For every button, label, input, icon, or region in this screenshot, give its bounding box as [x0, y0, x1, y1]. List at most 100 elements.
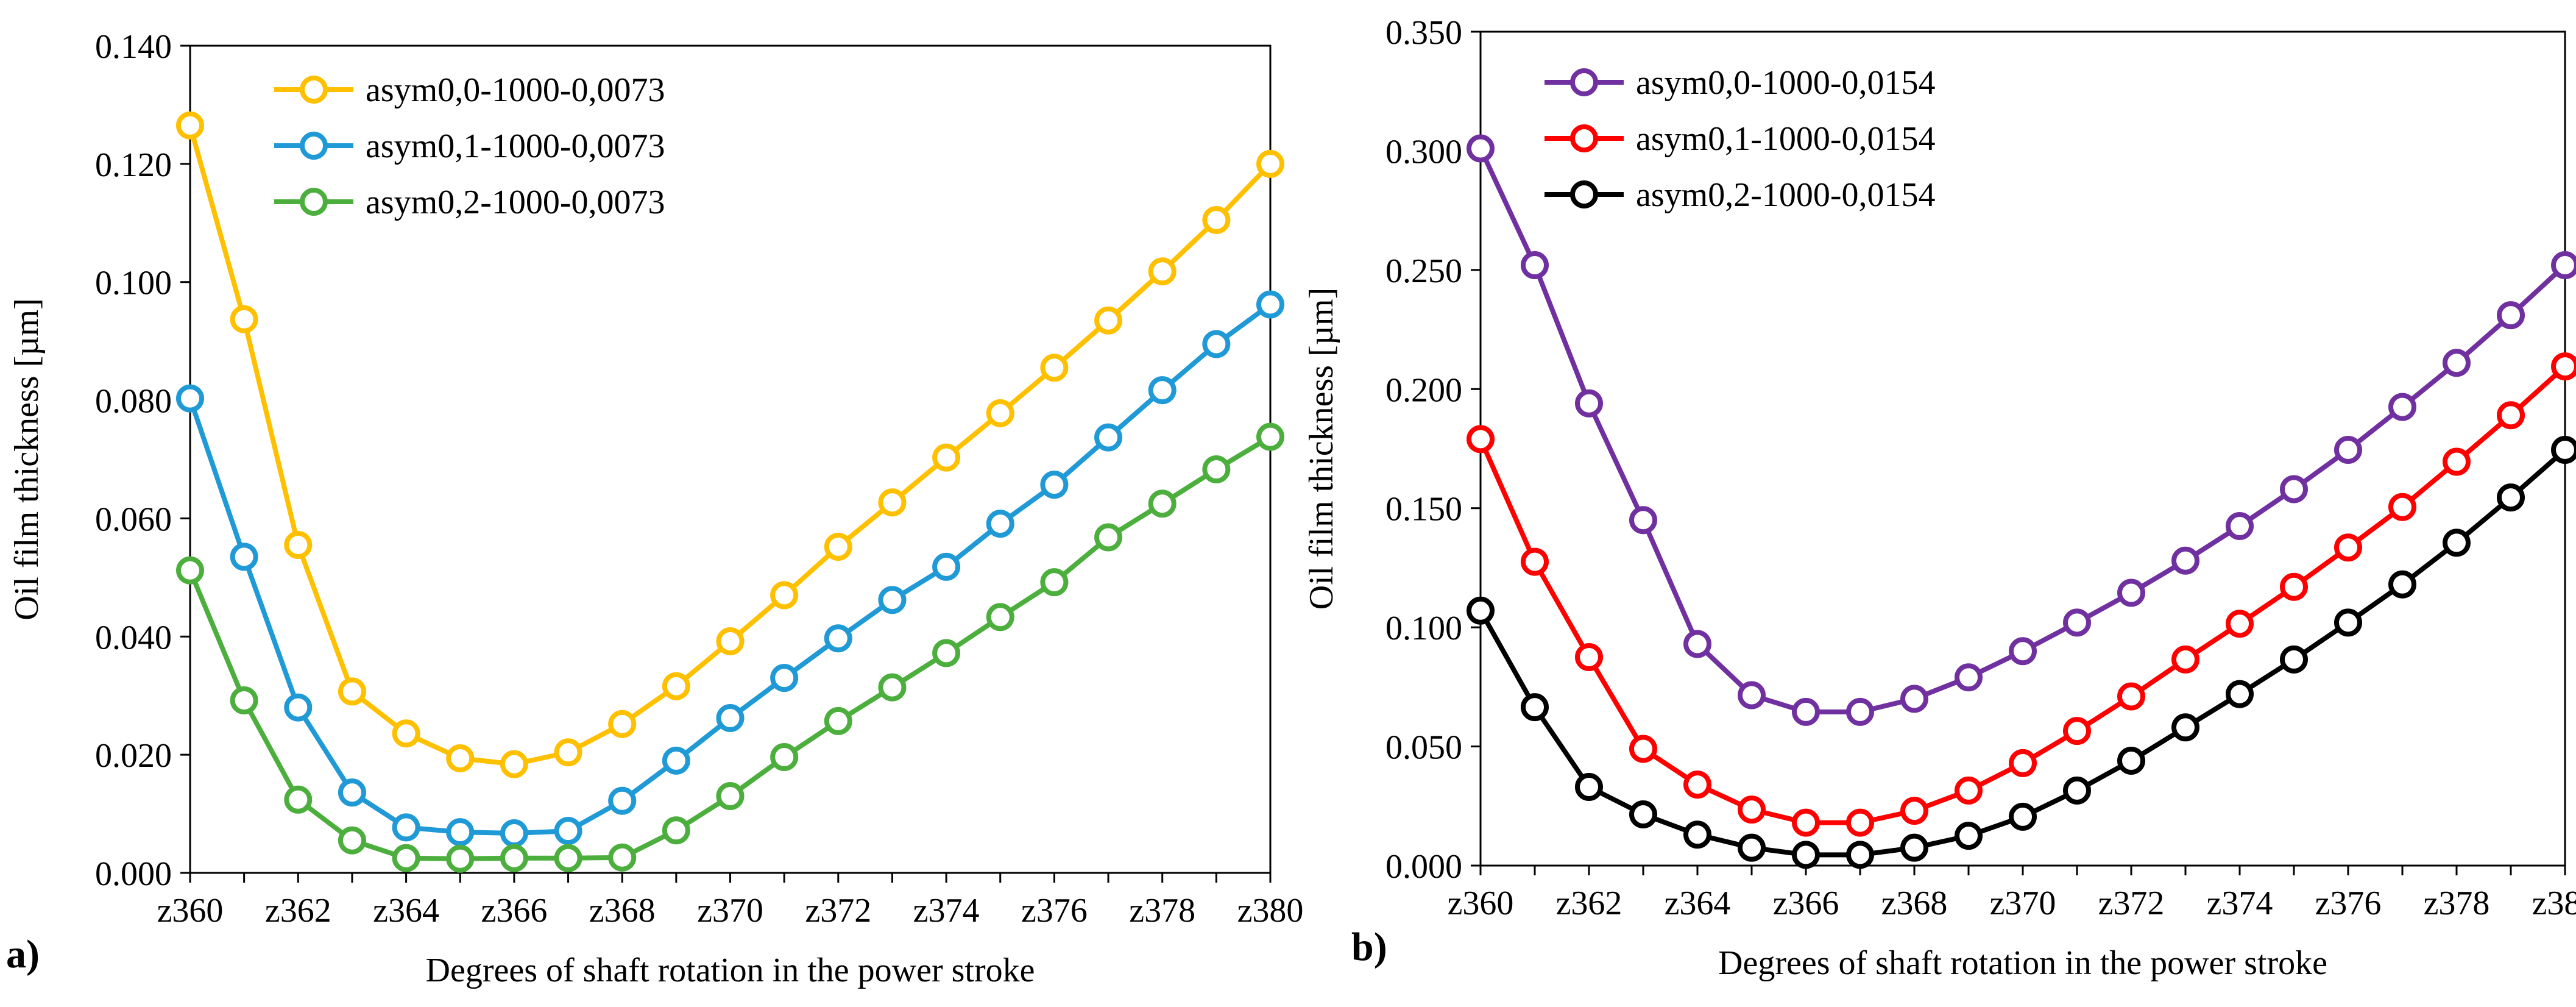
data-point-series-3 [878, 673, 907, 702]
data-point-series-3 [2388, 570, 2416, 599]
y-tick-label: 0.080 [95, 383, 172, 421]
data-point-series-3 [2280, 645, 2308, 674]
data-point-series-1 [176, 111, 204, 140]
x-tick-label: z366 [481, 892, 547, 930]
data-point-series-1 [1521, 251, 1549, 280]
data-point-series-2 [932, 552, 961, 581]
data-point-series-2 [2280, 572, 2308, 601]
y-tick-label: 0.140 [95, 28, 172, 66]
data-point-series-1 [1792, 697, 1820, 726]
data-point-series-3 [716, 781, 745, 810]
data-point-series-3 [1202, 455, 1231, 483]
legend-label: asym0,1-1000-0,0073 [366, 127, 665, 165]
data-point-series-2 [770, 664, 799, 692]
data-point-series-1 [1846, 697, 1874, 726]
x-tick-label: z366 [1773, 884, 1839, 922]
y-tick-label: 0.350 [1385, 14, 1462, 52]
data-point-series-1 [986, 399, 1014, 427]
data-point-series-2 [284, 693, 313, 722]
data-point-series-3 [1900, 833, 1928, 862]
legend-label: asym0,0-1000-0,0073 [366, 71, 665, 109]
legend-label: asym0,1-1000-0,0154 [1636, 120, 1936, 158]
data-point-series-1 [338, 677, 366, 706]
data-point-series-2 [554, 817, 582, 845]
data-point-series-3 [554, 844, 582, 872]
x-tick-label: z368 [589, 892, 656, 930]
data-point-series-3 [2117, 747, 2145, 775]
legend-marker [1570, 68, 1598, 96]
data-point-series-2 [2551, 352, 2576, 381]
x-tick-label: z370 [697, 892, 763, 930]
data-point-series-1 [1955, 663, 1983, 692]
data-point-series-3 [2226, 680, 2254, 708]
y-tick-label: 0.300 [1385, 133, 1462, 171]
x-axis-title: Degrees of shaft rotation in the power s… [426, 952, 1035, 989]
data-point-series-2 [1792, 808, 1820, 837]
y-tick-label: 0.120 [95, 146, 172, 184]
data-point-series-1 [392, 719, 420, 748]
data-point-series-1 [1202, 205, 1231, 234]
data-point-series-2 [716, 704, 745, 733]
plot-frame [189, 44, 1272, 874]
data-point-series-1 [2443, 349, 2471, 377]
data-point-series-2 [1094, 423, 1123, 452]
data-point-series-1 [770, 581, 799, 610]
data-point-series-1 [1094, 306, 1123, 335]
data-point-series-3 [1792, 841, 1820, 869]
series-line-2 [188, 302, 1272, 836]
data-point-series-3 [1575, 773, 1603, 802]
legend-marker [1570, 124, 1598, 152]
y-axis-title: Oil film thickness [µm] [1303, 288, 1340, 610]
data-point-series-3 [2063, 776, 2091, 805]
data-point-series-2 [1202, 330, 1231, 358]
data-point-series-2 [338, 778, 366, 807]
x-tick-label: z360 [157, 892, 224, 930]
data-point-series-1 [500, 750, 528, 778]
y-tick-label: 0.200 [1385, 371, 1462, 409]
data-point-series-2 [2334, 533, 2362, 562]
data-point-series-3 [392, 844, 420, 872]
data-point-series-3 [230, 686, 258, 714]
data-point-series-2 [1467, 425, 1495, 454]
data-point-series-3 [986, 603, 1014, 632]
data-point-series-3 [824, 706, 852, 735]
data-point-series-2 [230, 543, 258, 571]
data-point-series-2 [176, 384, 204, 413]
data-point-series-1 [932, 443, 961, 472]
x-tick-label: z374 [913, 892, 980, 930]
legend-marker [300, 188, 328, 216]
data-point-series-2 [2388, 493, 2416, 521]
data-point-series-1 [2280, 475, 2308, 504]
data-point-series-2 [662, 746, 690, 775]
data-point-series-2 [608, 786, 637, 815]
legend-label: asym0,0-1000-0,0154 [1636, 64, 1936, 102]
data-point-series-2 [1955, 776, 1983, 805]
y-tick-label: 0.100 [1385, 610, 1462, 647]
data-point-series-1 [2388, 393, 2416, 421]
data-point-series-3 [2171, 713, 2199, 742]
data-point-series-3 [2551, 435, 2576, 464]
x-tick-label: z370 [1990, 884, 2056, 922]
data-point-series-3 [1148, 489, 1177, 518]
data-point-series-2 [2063, 717, 2091, 745]
data-point-series-1 [662, 672, 690, 700]
x-tick-label: z364 [373, 892, 439, 930]
series-line-1 [1478, 147, 2567, 714]
data-point-series-2 [2117, 682, 2145, 711]
data-point-series-3 [1955, 822, 1983, 850]
data-point-series-3 [932, 639, 961, 667]
data-point-series-1 [1040, 354, 1069, 382]
x-tick-label: z368 [1881, 884, 1948, 922]
data-point-series-2 [2171, 645, 2199, 674]
x-tick-label: z362 [265, 892, 331, 930]
data-point-series-1 [284, 531, 313, 560]
data-point-series-2 [1683, 770, 1711, 799]
data-point-series-3 [500, 844, 528, 872]
x-tick-label: z378 [1129, 892, 1195, 930]
data-point-series-1 [1467, 134, 1495, 163]
data-point-series-2 [2443, 447, 2471, 476]
data-point-series-3 [1467, 596, 1495, 625]
legend-label: asym0,2-1000-0,0154 [1636, 176, 1936, 214]
x-tick-label: z362 [1556, 884, 1622, 922]
